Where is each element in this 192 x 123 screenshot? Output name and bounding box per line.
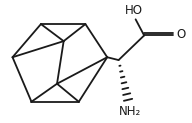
Text: O: O [176, 28, 186, 41]
Text: NH₂: NH₂ [119, 105, 141, 118]
Text: HO: HO [125, 4, 143, 16]
